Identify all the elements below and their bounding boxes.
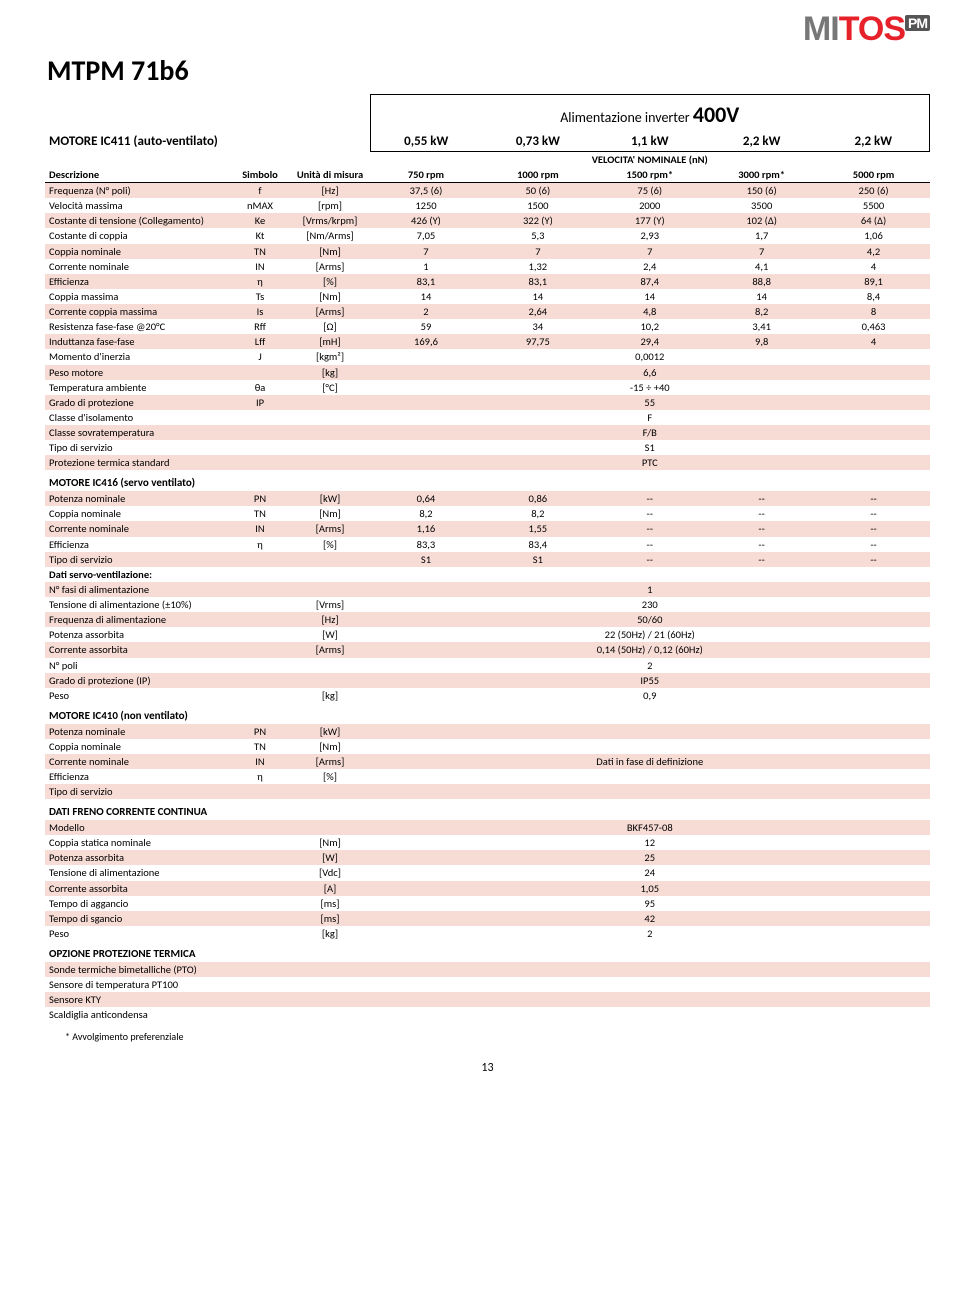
row-label: Corrente assorbita (45, 881, 230, 896)
row-label: Tensione di alimentazione (±10%) (45, 597, 230, 612)
motor-ic410-heading: MOTORE IC410 (non ventilato) (45, 703, 930, 724)
row-label: Coppia statica nominale (45, 835, 230, 850)
row-label: Temperatura ambiente (45, 380, 230, 395)
row-label: Efficienza (45, 274, 230, 289)
row-label: Potenza nominale (45, 724, 230, 739)
row-label: Peso (45, 688, 230, 703)
row-label: Momento d'inerzia (45, 349, 230, 364)
row-label: Costante di tensione (Collegamento) (45, 213, 230, 228)
row-label: Classe d'isolamento (45, 410, 230, 425)
row-label: N° poli (45, 658, 230, 673)
row-label: Protezione termica standard (45, 455, 230, 470)
row-label: N° fasi di alimentazione (45, 582, 230, 597)
speed-note: VELOCITA' NOMINALE (nN) (370, 151, 929, 167)
row-label: Peso (45, 926, 230, 941)
spec-table: Alimentazione inverter 400VMOTORE IC411 … (45, 94, 930, 1022)
row-label: Tipo di servizio (45, 440, 230, 455)
row-label: Efficienza (45, 769, 230, 784)
row-label: Coppia nominale (45, 506, 230, 521)
row-label: Classe sovratemperatura (45, 425, 230, 440)
row-label: Tensione di alimentazione (45, 865, 230, 880)
row-label: Corrente coppia massima (45, 304, 230, 319)
row-label: Resistenza fase-fase @20°C (45, 319, 230, 334)
row-label: Frequenza di alimentazione (45, 612, 230, 627)
row-label: Efficienza (45, 537, 230, 552)
row-label: Velocità massima (45, 198, 230, 213)
row-label: Corrente assorbita (45, 642, 230, 657)
row-label: Grado di protezione (45, 395, 230, 410)
motor-ic416-heading: MOTORE IC416 (servo ventilato) (45, 470, 930, 491)
row-label: Peso motore (45, 365, 230, 380)
footnote: * Avvolgimento preferenziale (65, 1030, 930, 1043)
inverter-header: Alimentazione inverter 400V (370, 95, 929, 133)
row-label: Coppia nominale (45, 739, 230, 754)
row-label: Potenza nominale (45, 491, 230, 506)
row-label: Coppia nominale (45, 244, 230, 259)
row-label: Modello (45, 820, 230, 835)
row-label: Dati servo-ventilazione: (45, 567, 230, 582)
brand-logo: MITOSPM (45, 10, 930, 49)
page-title: MTPM 71b6 (47, 53, 930, 88)
motor-ic411-heading: MOTORE IC411 (auto-ventilato) (45, 133, 370, 152)
row-label: Grado di protezione (IP) (45, 673, 230, 688)
row-label: Tipo di servizio (45, 552, 230, 567)
row-label: Tipo di servizio (45, 784, 230, 799)
row-label: Tempo di aggancio (45, 896, 230, 911)
row-label: Corrente nominale (45, 521, 230, 536)
row-label: Potenza assorbita (45, 850, 230, 865)
row-label: Induttanza fase-fase (45, 334, 230, 349)
row-label: Costante di coppia (45, 228, 230, 243)
row-label: Corrente nominale (45, 754, 230, 769)
row-label: Corrente nominale (45, 259, 230, 274)
row-label: Coppia massima (45, 289, 230, 304)
thermal-heading: OPZIONE PROTEZIONE TERMICA (45, 941, 930, 962)
page-number: 13 (45, 1061, 930, 1075)
row-label: Tempo di sgancio (45, 911, 230, 926)
row-label: Frequenza (N° poli) (45, 183, 230, 199)
row-label: Potenza assorbita (45, 627, 230, 642)
brake-heading: DATI FRENO CORRENTE CONTINUA (45, 799, 930, 820)
